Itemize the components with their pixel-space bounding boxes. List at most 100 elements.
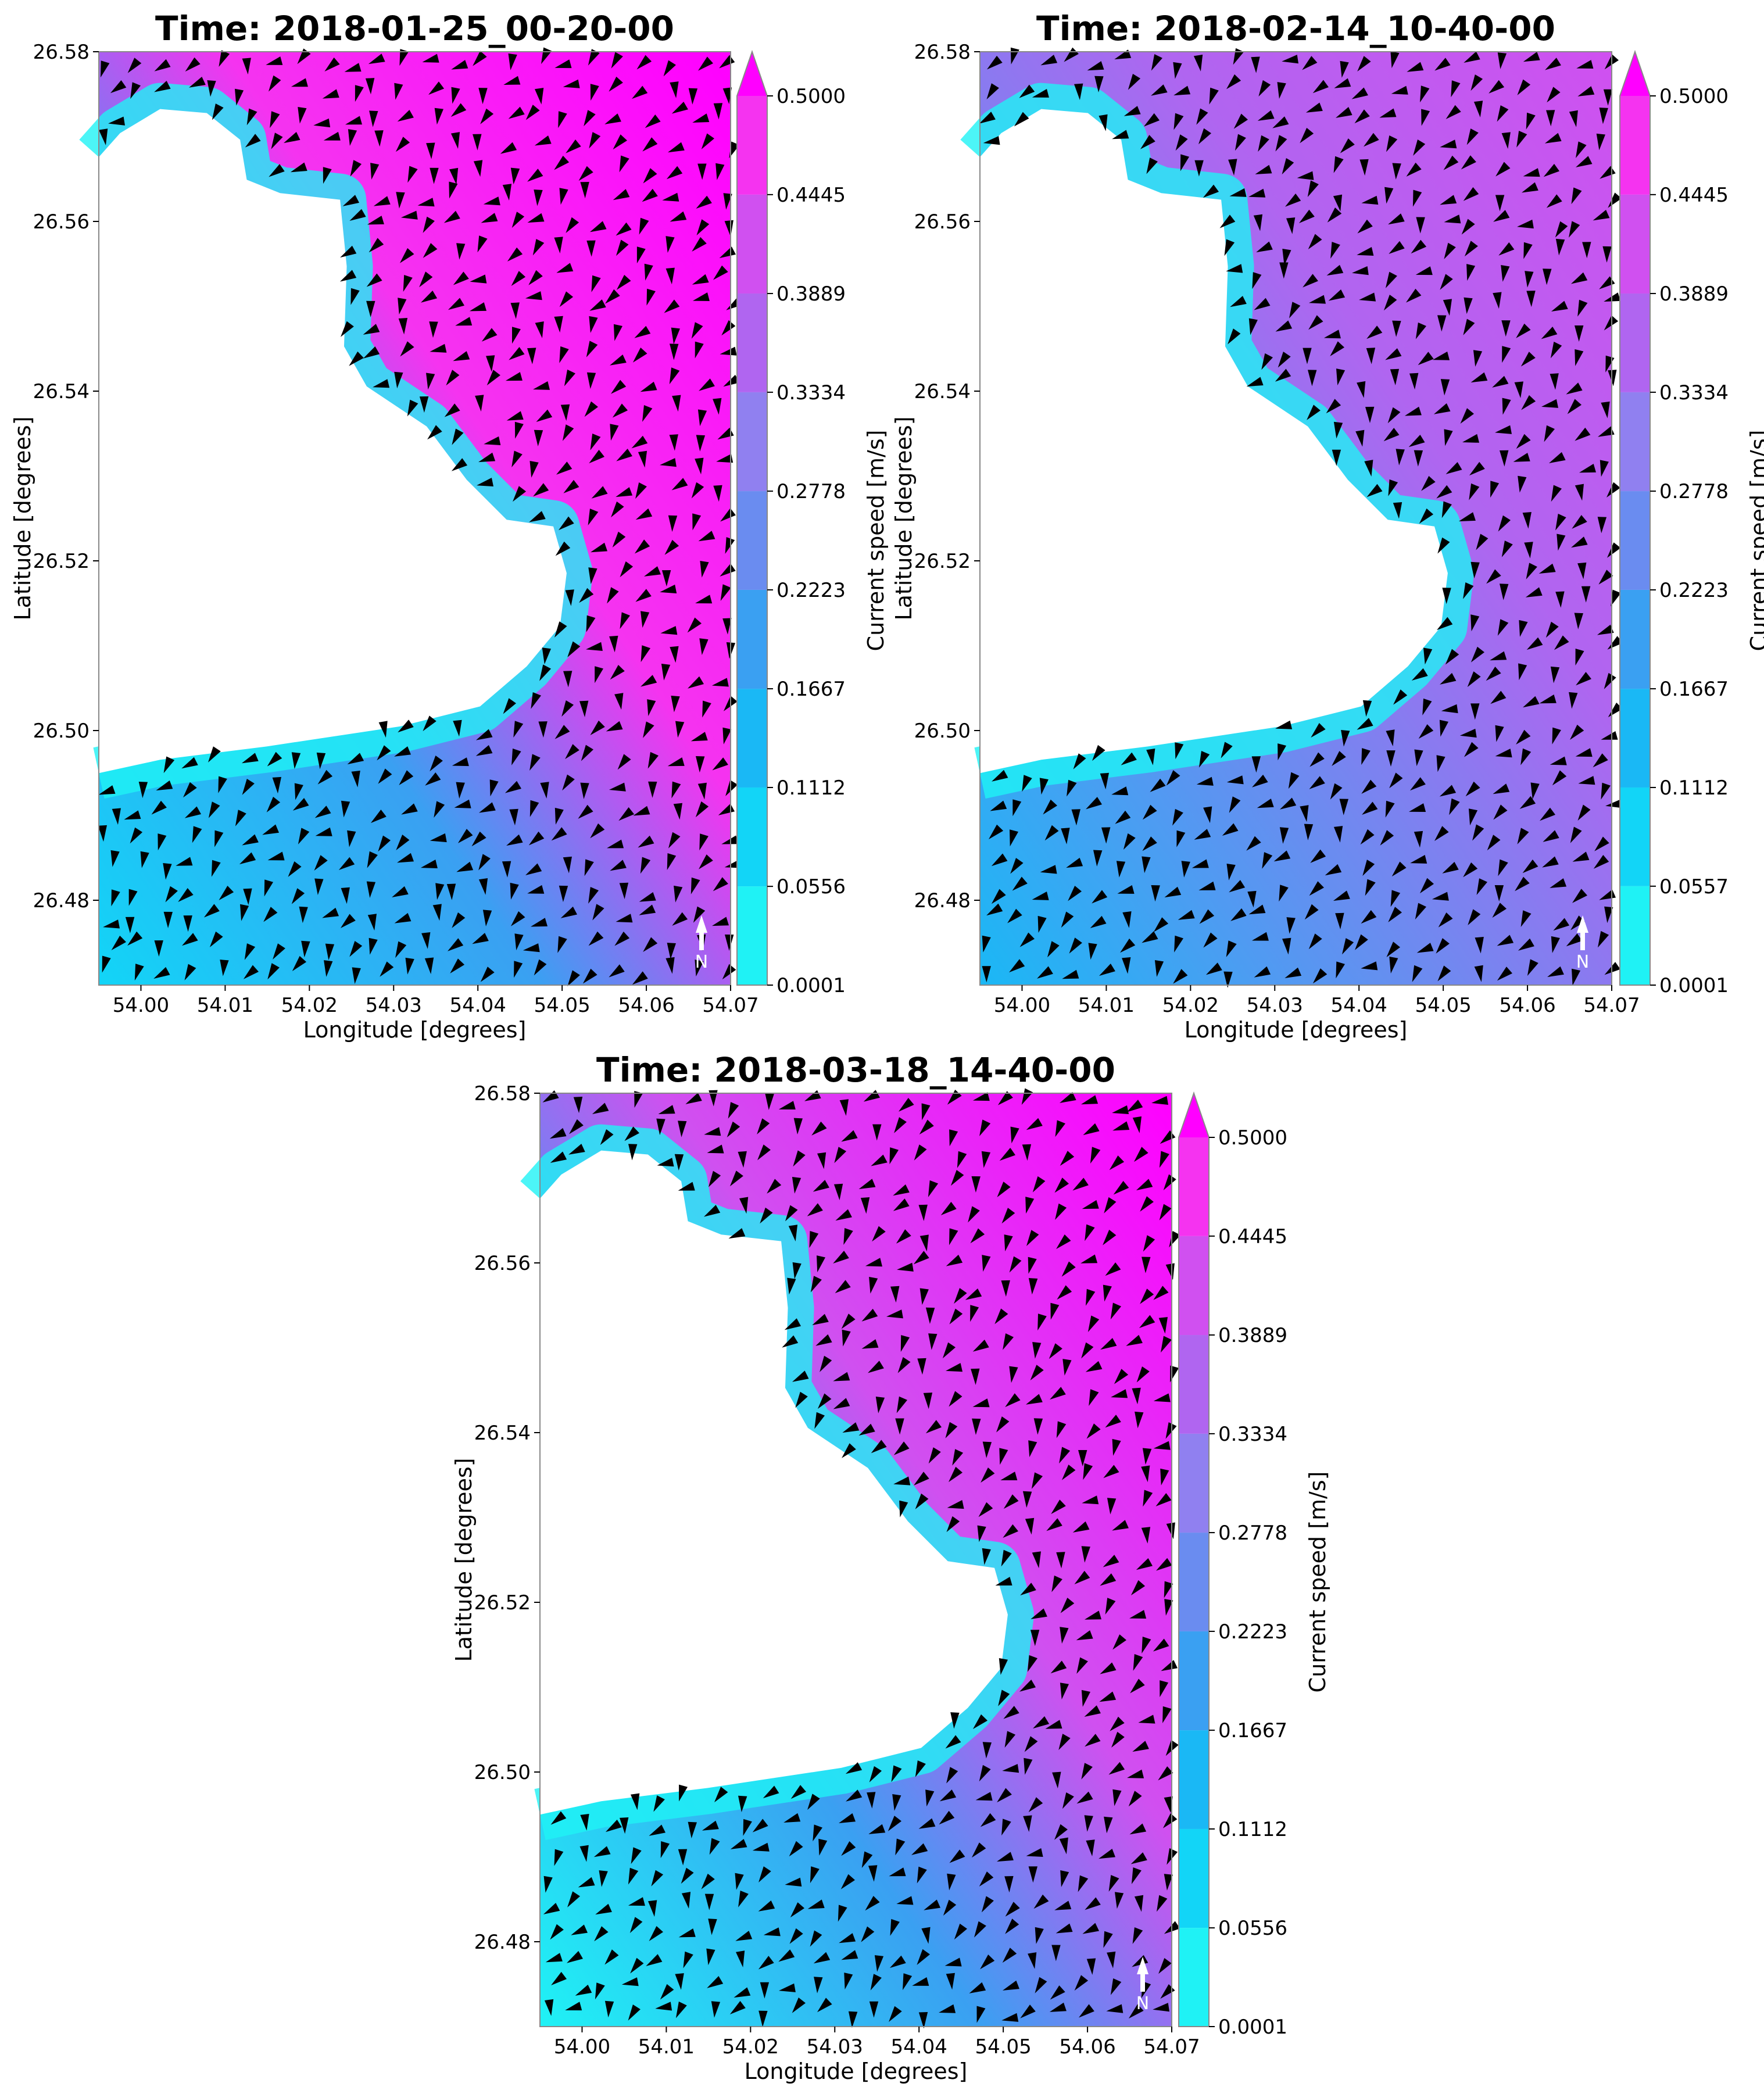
colorbar-label: Current speed [m/s] [1746, 430, 1764, 652]
current-arrow [514, 961, 523, 978]
current-arrow [1413, 139, 1426, 156]
current-arrow [534, 959, 547, 976]
colorbar-tick-label: 0.3334 [1218, 1423, 1287, 1446]
colorbar-segment [1620, 886, 1650, 985]
current-arrow [1111, 786, 1129, 796]
current-arrow [949, 1129, 958, 1147]
current-arrow [606, 721, 623, 732]
current-arrow [1542, 856, 1559, 868]
current-arrow [513, 486, 527, 502]
current-arrow [651, 1870, 664, 1887]
current-arrow [1252, 774, 1268, 788]
current-arrow [660, 626, 678, 635]
current-arrow [708, 1918, 717, 1935]
current-arrow [1154, 960, 1164, 977]
current-arrow [267, 751, 282, 767]
current-arrow [1302, 56, 1318, 70]
current-arrow [928, 1180, 939, 1197]
current-arrow [925, 1420, 942, 1434]
current-arrow [471, 831, 486, 847]
current-arrow [1142, 856, 1151, 874]
current-arrow [1550, 756, 1567, 765]
current-arrow [874, 1955, 884, 1972]
current-arrow [1122, 957, 1131, 974]
current-arrow [1025, 1197, 1035, 1214]
current-arrow [1037, 915, 1047, 933]
current-arrow [867, 1792, 876, 1809]
current-arrow [1303, 348, 1312, 364]
current-arrow [1103, 1229, 1117, 1245]
current-arrow [896, 1396, 907, 1413]
current-arrow [896, 1229, 911, 1244]
current-arrow [545, 1953, 563, 1963]
current-arrow [208, 801, 220, 818]
current-arrow [783, 1813, 801, 1823]
colorbar-frame [1178, 1091, 1210, 2027]
current-arrow [1492, 375, 1509, 388]
current-arrow [1498, 242, 1515, 256]
current-arrow [661, 664, 671, 681]
current-arrow [539, 664, 551, 681]
current-arrow [1151, 1096, 1168, 1105]
current-arrow [1279, 262, 1289, 279]
current-arrow [457, 829, 473, 843]
current-arrow [477, 235, 488, 253]
current-arrow [1101, 827, 1111, 844]
current-arrow [392, 886, 409, 897]
current-arrow [1604, 672, 1616, 689]
y-tick-label: 26.52 [474, 1591, 531, 1615]
current-arrow [407, 166, 418, 183]
current-arrow [629, 1917, 643, 1934]
current-arrow [489, 779, 499, 797]
current-arrow [1045, 1720, 1062, 1729]
current-arrow [269, 75, 281, 92]
current-arrow [1404, 406, 1422, 416]
current-arrow [1203, 806, 1212, 824]
current-arrow [1054, 1900, 1072, 1910]
current-arrow [699, 854, 713, 869]
colorbar-segment [1179, 1828, 1209, 1928]
current-arrow [1127, 1769, 1144, 1778]
colorbar-tick-label: 0.4445 [777, 184, 846, 207]
current-arrow [1123, 833, 1136, 850]
current-arrow [695, 960, 704, 977]
current-arrow [1003, 1980, 1019, 1991]
current-arrow [1497, 619, 1509, 636]
current-arrow [1600, 460, 1609, 477]
current-arrow [1194, 829, 1211, 840]
current-arrow [586, 240, 596, 257]
current-arrow [211, 860, 221, 877]
current-arrow [212, 103, 224, 120]
current-arrow [559, 346, 569, 363]
current-arrow [1257, 799, 1274, 808]
current-arrow [1112, 1789, 1122, 1806]
y-tick-label: 26.48 [474, 1931, 531, 1954]
current-arrow [1390, 51, 1400, 69]
colorbar-tick-label: 0.2778 [1659, 480, 1729, 503]
current-arrow [1575, 349, 1584, 366]
current-arrow [946, 1973, 955, 1990]
current-arrow [1299, 209, 1315, 223]
current-arrow [647, 751, 659, 769]
current-arrow [1251, 56, 1260, 73]
current-arrow [1164, 886, 1182, 898]
current-arrow [514, 933, 524, 951]
colorbar-segment [1179, 1730, 1209, 1829]
current-arrow [844, 1973, 853, 1990]
current-arrow [269, 164, 285, 177]
current-arrow [1433, 403, 1451, 414]
current-arrow [563, 671, 573, 688]
current-arrow [456, 861, 474, 872]
current-arrow [1581, 586, 1591, 603]
x-tick-label: 54.00 [994, 994, 1050, 1017]
current-arrow [554, 237, 563, 253]
current-arrow [1593, 855, 1609, 869]
current-arrow [1555, 513, 1566, 531]
current-arrow [1437, 315, 1447, 332]
current-arrow [696, 195, 712, 209]
current-arrow [1103, 1555, 1119, 1567]
current-arrow [395, 137, 410, 152]
current-arrow [1490, 481, 1500, 498]
current-arrow [1078, 1875, 1089, 1892]
current-arrow [842, 1443, 856, 1458]
